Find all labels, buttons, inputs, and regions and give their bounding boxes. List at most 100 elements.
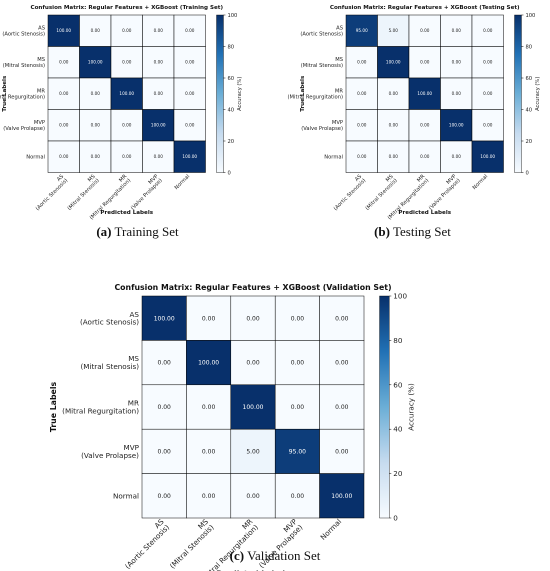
heatmap-cell xyxy=(142,77,175,110)
y-axis-label: True Labels xyxy=(300,75,306,112)
cell-value-label: 0.00 xyxy=(483,123,493,128)
colorbar xyxy=(216,14,224,173)
caption-tag-b: (b) xyxy=(374,224,390,239)
heatmap-cell xyxy=(408,14,441,47)
heatmap-cell xyxy=(440,14,473,47)
heatmap-cell xyxy=(173,46,206,79)
cell-value-label: 0.00 xyxy=(202,493,216,500)
heatmap-cell xyxy=(471,77,504,110)
heatmap-cell xyxy=(47,46,80,79)
cell-value-label: 0.00 xyxy=(483,28,493,33)
heatmap-cell xyxy=(47,14,80,47)
cell-value-label: 100.00 xyxy=(119,91,134,96)
colorbar-tick-label: 20 xyxy=(525,139,532,145)
chart-title: Confusion Matrix: Regular Features + XGB… xyxy=(114,283,391,292)
cell-value-label: 5.00 xyxy=(389,28,399,33)
cell-value-label: 0.00 xyxy=(185,28,195,33)
heatmap-testing: Confusion Matrix: Regular Features + XGB… xyxy=(288,5,541,221)
heatmap-cell xyxy=(79,140,112,173)
colorbar-label: Accuracy (%) xyxy=(535,77,541,111)
cell-value-label: 0.00 xyxy=(154,91,164,96)
cell-value-label: 0.00 xyxy=(291,360,305,367)
heatmap-cell xyxy=(47,140,80,173)
heatmap-cell xyxy=(186,295,232,341)
heatmap-cell xyxy=(230,384,276,430)
heatmap-cell xyxy=(230,295,276,341)
caption-text-c: Validation Set xyxy=(247,548,321,563)
heatmap-cell xyxy=(79,109,112,142)
cell-value-label: 0.00 xyxy=(452,154,462,159)
cell-value-label: 0.00 xyxy=(202,315,216,322)
cell-value-label: 100.00 xyxy=(331,493,352,500)
colorbar-tick-label: 40 xyxy=(525,107,532,113)
caption-text-a: Training Set xyxy=(114,224,179,239)
heatmap-cell xyxy=(377,14,410,47)
cell-value-label: 100.00 xyxy=(417,91,432,96)
x-tick-label: MVP(Valve Prolapse) xyxy=(424,174,462,212)
cell-value-label: 0.00 xyxy=(357,60,367,65)
cell-value-label: 0.00 xyxy=(154,28,164,33)
colorbar-tick-label: 40 xyxy=(393,425,403,434)
x-tick-label: Normal xyxy=(174,174,192,192)
heatmap-cell xyxy=(408,77,441,110)
colorbar-tick-label: 80 xyxy=(393,336,403,345)
cell-value-label: 0.00 xyxy=(335,449,349,456)
heatmap-cell xyxy=(141,384,187,430)
heatmap-cell xyxy=(319,384,365,430)
cell-value-label: 0.00 xyxy=(122,60,132,65)
cell-value-label: 0.00 xyxy=(357,123,367,128)
cell-value-label: 100.00 xyxy=(386,60,401,65)
heatmap-validation: Confusion Matrix: Regular Features + XGB… xyxy=(49,283,416,571)
y-tick-label: MS (Mitral Stenosis) xyxy=(3,57,45,69)
heatmap-cell xyxy=(377,77,410,110)
heatmap-cell xyxy=(408,140,441,173)
cell-value-label: 0.00 xyxy=(389,91,399,96)
cell-value-label: 95.00 xyxy=(289,449,306,456)
heatmap-cell xyxy=(79,14,112,47)
cell-value-label: 0.00 xyxy=(335,404,349,411)
y-tick-label: AS (Aortic Stenosis) xyxy=(300,26,343,38)
colorbar-tick-label: 80 xyxy=(227,44,234,50)
colorbar-tick-label: 0 xyxy=(227,170,230,176)
cell-value-label: 0.00 xyxy=(335,315,349,322)
caption-training: (a) Training Set xyxy=(0,224,275,240)
heatmap-cell xyxy=(186,384,232,430)
x-tick-label: MS(Mitral Stenosis) xyxy=(63,174,101,212)
y-tick-label: MS (Mitral Stenosis) xyxy=(80,354,139,371)
cell-value-label: 0.00 xyxy=(158,404,172,411)
colorbar-tick-label: 0 xyxy=(525,170,528,176)
cell-value-label: 0.00 xyxy=(158,493,172,500)
cell-value-label: 0.00 xyxy=(59,60,69,65)
colorbar-tick-label: 60 xyxy=(227,76,234,82)
heatmap-cell xyxy=(186,428,232,474)
colorbar-tick-label: 40 xyxy=(227,107,234,113)
cell-value-label: 0.00 xyxy=(122,154,132,159)
chart-title: Confusion Matrix: Regular Features + XGB… xyxy=(330,5,520,11)
cell-value-label: 0.00 xyxy=(420,60,430,65)
x-axis-label: Predicted Labels xyxy=(216,570,290,571)
cell-value-label: 5.00 xyxy=(246,449,260,456)
cell-value-label: 0.00 xyxy=(154,154,164,159)
y-tick-label: Normal xyxy=(324,155,343,161)
y-tick-label: AS (Aortic Stenosis) xyxy=(2,26,45,38)
heatmap-cell xyxy=(319,473,365,519)
heatmap-cell xyxy=(471,140,504,173)
heatmap-cell xyxy=(110,109,143,142)
y-tick-label: AS (Aortic Stenosis) xyxy=(80,310,139,327)
cell-value-label: 0.00 xyxy=(291,404,305,411)
cell-value-label: 100.00 xyxy=(151,123,166,128)
colorbar-tick-label: 20 xyxy=(393,469,403,478)
cell-value-label: 0.00 xyxy=(158,360,172,367)
cell-value-label: 0.00 xyxy=(452,28,462,33)
cell-value-label: 95.00 xyxy=(356,28,368,33)
colorbar-label: Accuracy (%) xyxy=(407,383,416,431)
cell-value-label: 100.00 xyxy=(243,404,264,411)
colorbar-tick-label: 60 xyxy=(393,380,403,389)
heatmap-cell xyxy=(345,140,378,173)
x-tick-label: AS(Aortic Stenosis) xyxy=(329,174,367,212)
y-axis-label: True Labels xyxy=(2,75,8,112)
heatmap-cell xyxy=(377,109,410,142)
colorbar-tick-label: 100 xyxy=(393,292,407,301)
cell-value-label: 0.00 xyxy=(483,91,493,96)
